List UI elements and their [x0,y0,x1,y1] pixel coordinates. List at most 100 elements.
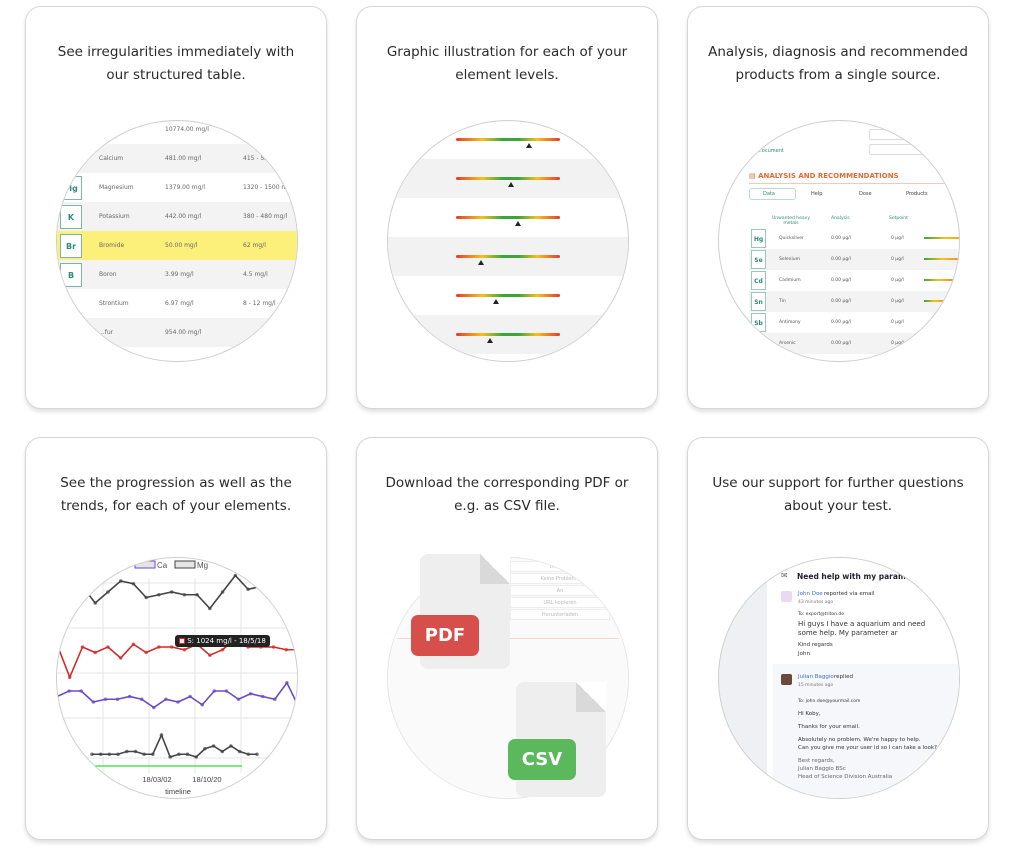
level-marker [525,143,532,148]
element-value: 6.97 mg/l [165,300,194,307]
data-point [182,592,187,597]
data-point [169,645,174,649]
data-point [285,680,289,685]
level-bar [456,177,560,180]
progression-chart: Al Ca Mg 18/?/14 18/03/02 18/10/20 18/... timel… [56,557,298,799]
menu-item: An [510,585,610,596]
recipient: To: john.doe@yourmail.com [798,699,861,704]
data-point [67,689,71,693]
element-value: 481.00 mg/l [165,155,202,162]
ticket-subject: Need help with my parameters [797,572,928,581]
page-fold [576,682,606,712]
data-point [131,642,136,647]
table-row: Calcium 481.00 mg/l 415 - 520 m [57,144,297,173]
chart-tooltip: S: 1024 mg/l - 18/5/18 [175,635,270,647]
menu-item: Drucken [510,561,610,572]
pdf-badge[interactable]: PDF [411,615,479,656]
feature-card-analysis: Analysis, diagnosis and recommended prod… [687,6,989,409]
data-point [142,752,146,757]
data-point [284,590,289,594]
table-row: Arsenic 0.00 µg/l 0 µg/l [749,333,959,354]
author-link[interactable]: John Doe [798,591,823,597]
table-illustration: ...um 10774.00 mg/l Calcium 481.00 mg/l 415 … [56,120,298,362]
data-point [236,697,241,702]
element-name: Potassium [99,213,130,220]
data-point [297,648,298,652]
data-point [107,752,112,757]
analysis-value: 0.00 µg/l [831,299,851,304]
element-value: 10774.00 mg/l [165,126,209,133]
data-point [182,647,187,652]
data-point [194,755,199,759]
data-point [185,752,190,757]
card-title: See the progression as well as the trend… [60,475,292,514]
data-point [93,650,98,655]
element-name: ...um [99,126,115,133]
data-point [200,702,204,707]
feature-card-progression: See the progression as well as the trend… [25,437,327,840]
table-row: Se Selenium 0.00 µg/l 0 µg/l [749,249,959,270]
menu-item: URL kopieren [510,597,610,608]
element-symbol: Se [751,250,766,269]
level-marker [508,182,515,187]
tab-data-box[interactable] [749,188,796,200]
element-name: Boron [99,271,117,278]
csv-badge[interactable]: CSV [508,739,576,780]
message-body: John [798,651,810,657]
data-point [157,645,161,649]
element-symbol: K [60,204,82,229]
avatar [781,674,792,685]
tab-data[interactable]: Data [763,191,775,197]
level-marker [515,221,522,226]
data-point [150,752,155,757]
level-bar [924,237,959,239]
level-bar [924,258,959,260]
divider [749,183,959,184]
author-link[interactable]: Julian Baggio [798,674,834,680]
element-name: Arsenic [779,341,796,346]
data-point [144,650,148,655]
mail-icon: ✉ [781,571,788,580]
data-point [67,592,72,597]
data-point [188,694,192,699]
tab-dose[interactable]: Dose [859,191,872,197]
table-row: Strontium 6.97 mg/l 8 - 12 mg/l [57,289,297,318]
gauge-row [388,315,628,354]
data-point [271,590,276,594]
gauge-row [388,276,628,315]
feature-card-download: Download the corresponding PDF or e.g. a… [356,437,658,840]
level-marker [492,299,499,304]
col-setpoint: Setpoint [889,216,908,221]
data-point [159,733,164,737]
data-point [273,697,277,702]
analysis-value: 0.00 µg/l [831,236,851,241]
legend-label: Ca [157,561,168,570]
data-point [67,675,72,680]
element-name: Quicksilver [779,236,804,241]
data-point [106,645,110,649]
data-point [297,596,298,600]
tab-help[interactable]: Help [811,191,823,197]
data-point [80,584,85,589]
data-point [255,752,259,757]
message-body: Absolutely no problem. We're happy to he… [798,737,921,743]
table-row: Mg Magnesium 1379.00 mg/l 1320 - 1500 mg/l [57,173,297,202]
element-symbol: Sn [751,292,766,311]
element-value: 954.00 mg/l [165,329,202,336]
field [869,129,959,140]
element-name: Antimony [779,320,801,325]
card-title: Graphic illustration for each of your el… [386,44,628,83]
analysis-value: 0.00 µg/l [831,257,851,262]
data-point [229,744,233,748]
data-point [115,697,120,702]
data-point [57,595,59,600]
tab-products[interactable]: Products [906,191,928,197]
card-title: Download the corresponding PDF or e.g. a… [385,475,629,514]
support-illustration: ✉ Need help with my parameters John Doe … [718,557,960,799]
x-tick-label: 18/?/14 [74,775,99,784]
element-value: 3.99 mg/l [165,271,194,278]
element-symbol: Br [60,233,82,258]
table-row: Hg Quicksilver 0.00 µg/l 0 µg/l [749,228,959,249]
data-point [139,697,144,702]
legend-swatch [94,560,116,569]
